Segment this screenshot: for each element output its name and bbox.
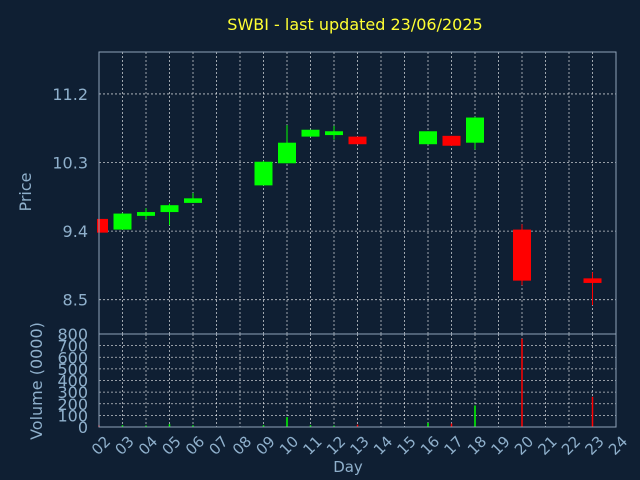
volume-tick-label: 800: [57, 325, 88, 344]
price-axis-label: Price: [16, 172, 35, 211]
day-tick-label: 21: [535, 433, 561, 459]
price-grid: [99, 52, 616, 334]
day-tick-label: 14: [370, 433, 396, 459]
volume-bar: [450, 423, 453, 427]
day-tick-label: 17: [441, 433, 467, 459]
price-tick-label: 9.4: [63, 222, 88, 241]
volume-axis-label: Volume (0000): [27, 322, 46, 440]
volume-tick-label: 700: [57, 337, 88, 356]
day-tick-label: 09: [253, 433, 279, 459]
day-tick-label: 22: [558, 433, 584, 459]
day-tick-label: 02: [88, 433, 114, 459]
price-tick-label: 10.3: [52, 154, 88, 173]
volume-bar: [121, 425, 124, 427]
volume-tick-label: 200: [57, 395, 88, 414]
day-tick-label: 20: [511, 433, 537, 459]
candle-body: [442, 135, 461, 146]
volume-tick-label: 100: [57, 406, 88, 425]
day-tick-label: 08: [229, 433, 255, 459]
chart-title: SWBI - last updated 23/06/2025: [227, 15, 482, 34]
day-tick-label: 05: [159, 433, 185, 459]
candle-body: [137, 212, 155, 216]
candle-body: [513, 229, 531, 281]
day-tick-label: 03: [112, 433, 138, 459]
candle-body: [419, 131, 437, 145]
volume-bar: [427, 422, 429, 427]
day-tick-label: 06: [182, 433, 208, 459]
day-tick-label: 15: [394, 433, 420, 459]
candle-body: [113, 213, 132, 230]
volume-bar: [262, 425, 265, 427]
candle-body: [254, 161, 273, 186]
day-tick-label: 18: [464, 433, 490, 459]
volume-bar: [309, 425, 312, 427]
volume-bar: [474, 405, 476, 427]
day-tick-label: 12: [323, 433, 349, 459]
day-tick-label: 23: [582, 433, 608, 459]
day-tick-label: 16: [417, 433, 443, 459]
candle-body: [325, 131, 343, 136]
price-candles: [97, 116, 602, 306]
candle-body: [278, 142, 296, 164]
candle-body: [301, 129, 320, 137]
volume-tick-label: 500: [57, 360, 88, 379]
volume-bar: [521, 338, 523, 427]
day-axis-ticks: 0203040506070809101112131415161718192021…: [88, 433, 631, 459]
day-tick-label: 10: [276, 433, 302, 459]
candle-body: [184, 198, 202, 203]
day-tick-label: 11: [300, 433, 326, 459]
volume-tick-label: 600: [57, 348, 88, 367]
volume-bar: [591, 396, 594, 427]
volume-bar: [145, 425, 147, 427]
volume-panel-frame: [98, 333, 617, 428]
candle-body: [466, 117, 484, 143]
volume-bar: [356, 424, 359, 427]
candle-body: [348, 136, 367, 145]
price-tick-label: 11.2: [52, 85, 88, 104]
volume-bar: [192, 425, 194, 427]
day-tick-label: 13: [347, 433, 373, 459]
day-tick-label: 07: [206, 433, 232, 459]
volume-bar: [333, 425, 335, 427]
price-tick-label: 8.5: [63, 291, 88, 310]
volume-bar: [168, 424, 171, 427]
volume-grid: [99, 334, 616, 427]
volume-tick-label: 0: [78, 418, 88, 437]
volume-bar: [286, 417, 288, 427]
candle-body: [97, 218, 108, 233]
day-tick-label: 19: [488, 433, 514, 459]
candle-body: [583, 278, 602, 283]
volume-bars: [98, 338, 594, 427]
day-axis-label: Day: [333, 458, 363, 476]
day-tick-label: 04: [135, 433, 161, 459]
volume-tick-label: 400: [57, 372, 88, 391]
volume-tick-label: 300: [57, 383, 88, 402]
day-tick-label: 24: [605, 433, 631, 459]
candle-body: [160, 205, 179, 213]
price-axis-ticks: 8.5 9.4 10.3 11.2: [52, 85, 88, 310]
